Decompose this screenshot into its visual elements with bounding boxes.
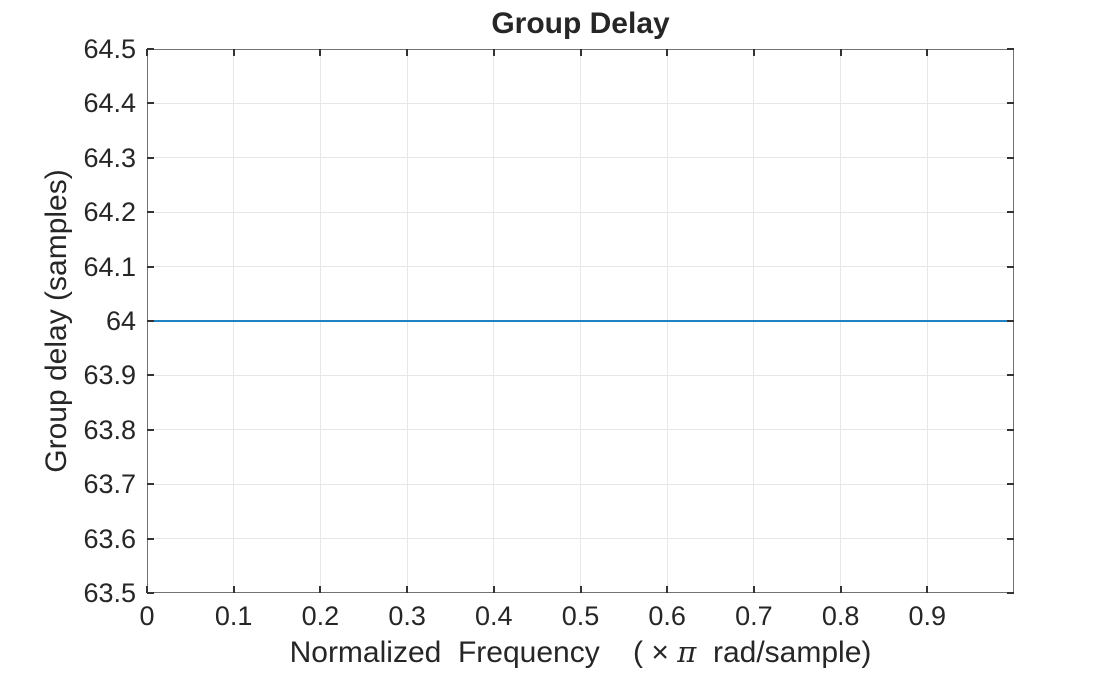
x-tick-label: 0.2 <box>301 601 340 631</box>
y-tick-mark <box>147 374 154 377</box>
y-tick-mark-right <box>1007 320 1014 322</box>
x-tick-mark-top <box>926 49 929 56</box>
pi-symbol: π <box>677 635 697 669</box>
plot-area <box>146 48 1014 594</box>
x-tick-mark <box>666 586 669 593</box>
y-tick-label: 63.7 <box>83 469 136 500</box>
x-tick-label: 0.3 <box>388 601 426 631</box>
x-tick-mark <box>232 586 235 593</box>
y-tick-mark <box>147 592 154 594</box>
x-tick-mark <box>752 586 755 593</box>
y-tick-mark-right <box>1007 211 1014 214</box>
y-tick-label: 64.5 <box>83 34 136 64</box>
x-axis-label-text: Normalized Frequency ( × <box>289 636 678 669</box>
x-tick-mark <box>146 586 148 593</box>
x-tick-mark-top <box>232 49 235 56</box>
y-tick-label: 63.5 <box>83 578 136 608</box>
x-tick-mark-top <box>492 49 495 56</box>
y-tick-label: 63.6 <box>83 523 136 554</box>
x-tick-mark-top <box>319 49 322 56</box>
y-tick-mark <box>147 537 154 540</box>
y-tick-mark <box>147 483 154 486</box>
gridline-horizontal <box>147 429 1014 431</box>
x-tick-mark <box>839 586 842 593</box>
y-tick-mark <box>147 265 154 268</box>
x-tick-label: 0.8 <box>821 601 860 631</box>
y-tick-mark-right <box>1007 592 1014 594</box>
y-tick-label: 64.3 <box>83 142 136 173</box>
y-tick-label: 64 <box>105 306 136 336</box>
y-tick-mark-right <box>1007 483 1014 486</box>
x-tick-mark-top <box>752 49 755 56</box>
x-tick-mark-top <box>579 49 582 56</box>
y-tick-mark <box>147 428 154 431</box>
y-tick-label: 63.9 <box>83 360 136 391</box>
gridline-horizontal <box>147 483 1014 485</box>
plot-canvas <box>147 320 1014 322</box>
x-tick-label: 0.4 <box>475 601 513 631</box>
gridline-horizontal <box>147 102 1014 104</box>
x-axis-label: Normalized Frequency ( × π rad/sample) <box>147 635 1014 670</box>
x-tick-mark-top <box>406 49 409 56</box>
y-tick-mark <box>147 156 154 159</box>
gridline-horizontal <box>147 266 1014 268</box>
x-tick-mark <box>579 586 582 593</box>
x-tick-mark-top <box>666 49 669 56</box>
x-tick-label: 0.6 <box>648 601 686 631</box>
gridline-horizontal <box>147 374 1014 376</box>
y-tick-mark <box>147 320 154 322</box>
gridline-horizontal <box>147 157 1014 159</box>
y-tick-mark <box>147 48 154 50</box>
y-tick-label: 63.8 <box>83 414 136 445</box>
x-tick-mark-top <box>839 49 842 56</box>
y-tick-mark-right <box>1007 374 1014 377</box>
x-tick-mark <box>319 586 322 593</box>
x-tick-label: 0.7 <box>735 601 773 631</box>
y-tick-mark-right <box>1007 537 1014 540</box>
y-tick-label: 64.1 <box>83 251 136 282</box>
x-tick-label: 0.9 <box>908 601 947 631</box>
y-tick-mark-right <box>1007 265 1014 268</box>
x-tick-mark <box>492 586 495 593</box>
y-tick-mark-right <box>1007 156 1014 159</box>
x-tick-label: 0.5 <box>561 601 600 631</box>
y-tick-mark <box>147 211 154 214</box>
y-tick-mark-right <box>1007 48 1014 50</box>
gridline-horizontal <box>147 538 1014 540</box>
y-tick-mark-right <box>1007 102 1014 105</box>
x-tick-mark-top <box>146 49 148 56</box>
y-tick-mark <box>147 102 154 105</box>
chart-title: Group Delay <box>491 7 670 40</box>
x-tick-mark <box>406 586 409 593</box>
x-axis-label-unit: rad/sample) <box>696 636 872 669</box>
y-tick-label: 64.4 <box>83 88 136 119</box>
gridline-horizontal <box>147 211 1014 213</box>
y-tick-label: 64.2 <box>83 197 136 228</box>
x-tick-label: 0 <box>139 601 155 631</box>
x-tick-mark <box>926 586 929 593</box>
y-tick-mark-right <box>1007 428 1014 431</box>
x-tick-label: 0.1 <box>214 601 253 631</box>
